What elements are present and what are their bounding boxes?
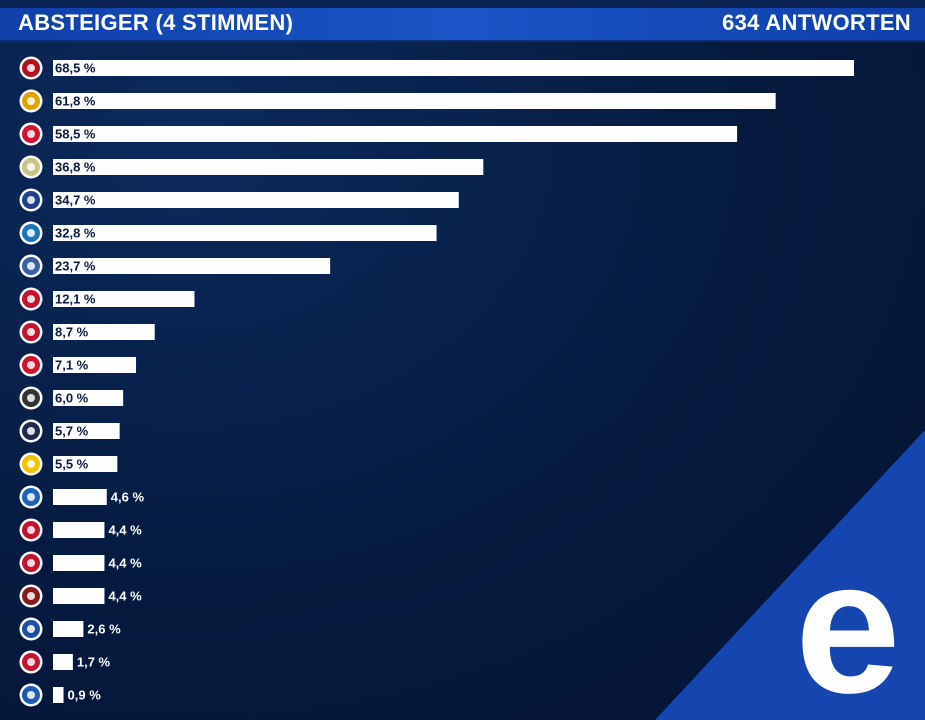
bar-1	[53, 60, 854, 76]
club-logo-1-icon	[19, 56, 43, 80]
club-logo-4-icon	[19, 155, 43, 179]
club-logo-16-icon	[19, 551, 43, 575]
bar-8	[53, 291, 195, 307]
club-logo-5-icon	[19, 188, 43, 212]
value-label-13: 5,5 %	[55, 457, 89, 472]
value-label-2: 61,8 %	[55, 94, 96, 109]
bar-17	[53, 588, 105, 604]
bar-3	[53, 126, 738, 142]
bar-18	[53, 621, 84, 637]
bar-19	[53, 654, 73, 670]
chart-title: ABSTEIGER (4 STIMMEN)	[18, 10, 294, 35]
club-logo-19-icon	[19, 650, 43, 674]
bar-9	[53, 324, 155, 340]
bar-13	[53, 456, 118, 472]
value-label-1: 68,5 %	[55, 61, 96, 76]
value-label-16: 4,4 %	[108, 556, 142, 571]
club-logo-18-icon	[19, 617, 43, 641]
value-label-14: 4,6 %	[111, 490, 145, 505]
value-label-8: 12,1 %	[55, 292, 96, 307]
bar-11	[53, 390, 124, 406]
value-label-20: 0,9 %	[68, 688, 102, 703]
club-logo-9-icon	[19, 320, 43, 344]
club-logo-11-icon	[19, 386, 43, 410]
response-count: 634 ANTWORTEN	[722, 10, 911, 35]
corner-graphic: e	[655, 430, 925, 720]
top-strip	[0, 0, 925, 8]
club-logo-8-icon	[19, 287, 43, 311]
club-logo-3-icon	[19, 122, 43, 146]
bar-12	[53, 423, 120, 439]
bar-15	[53, 522, 105, 538]
bar-2	[53, 93, 776, 109]
e-logo-icon: e	[795, 521, 901, 720]
value-label-9: 8,7 %	[55, 325, 89, 340]
value-label-10: 7,1 %	[55, 358, 89, 373]
value-label-5: 34,7 %	[55, 193, 96, 208]
bar-20	[53, 687, 64, 703]
club-logo-20-icon	[19, 683, 43, 707]
corner-triangle	[655, 430, 925, 720]
value-label-4: 36,8 %	[55, 160, 96, 175]
bar-16	[53, 555, 105, 571]
value-label-6: 32,8 %	[55, 226, 96, 241]
value-label-3: 58,5 %	[55, 127, 96, 142]
bar-4	[53, 159, 484, 175]
value-label-11: 6,0 %	[55, 391, 89, 406]
club-logo-10-icon	[19, 353, 43, 377]
club-logo-15-icon	[19, 518, 43, 542]
club-logo-6-icon	[19, 221, 43, 245]
bar-14	[53, 489, 107, 505]
chart-header: ABSTEIGER (4 STIMMEN) 634 ANTWORTEN	[0, 8, 925, 42]
value-label-18: 2,6 %	[87, 622, 121, 637]
club-logo-13-icon	[19, 452, 43, 476]
club-logo-2-icon	[19, 89, 43, 113]
value-label-19: 1,7 %	[77, 655, 111, 670]
club-logo-17-icon	[19, 584, 43, 608]
value-label-7: 23,7 %	[55, 259, 96, 274]
club-logo-7-icon	[19, 254, 43, 278]
bar-10	[53, 357, 137, 373]
value-label-15: 4,4 %	[108, 523, 142, 538]
value-label-12: 5,7 %	[55, 424, 89, 439]
bar-7	[53, 258, 331, 274]
club-logo-14-icon	[19, 485, 43, 509]
bar-5	[53, 192, 459, 208]
club-logo-12-icon	[19, 419, 43, 443]
value-label-17: 4,4 %	[108, 589, 142, 604]
bar-6	[53, 225, 437, 241]
